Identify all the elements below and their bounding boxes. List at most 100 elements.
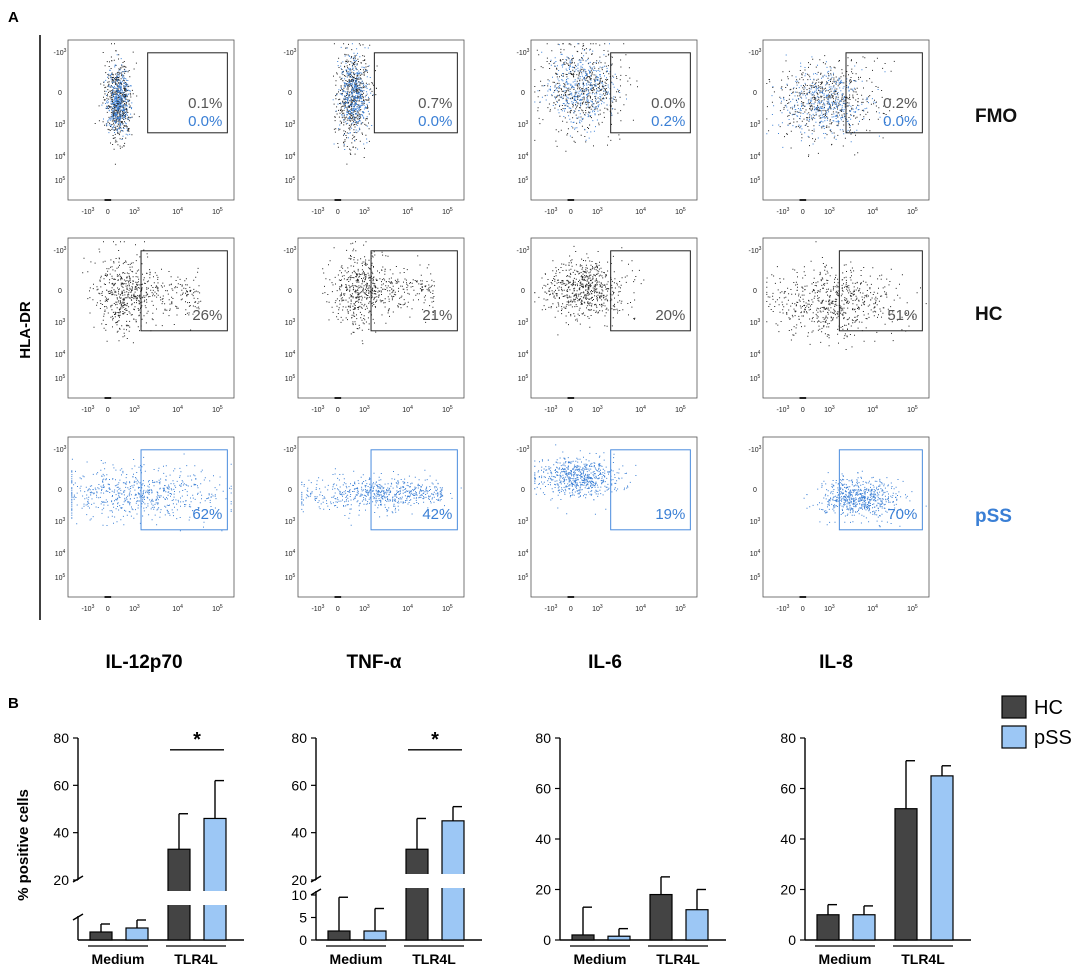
y-tick-label: 103: [55, 120, 66, 129]
y-tick-label: 80: [291, 730, 307, 746]
gate-box: [370, 250, 458, 332]
flow-plot-0-2: -103 0 103 104 105 -103 0 103 104 105 62%: [54, 436, 235, 613]
x-category-label: Medium: [330, 951, 383, 967]
significance-asterisk: *: [193, 729, 201, 751]
gate-box: [373, 52, 458, 134]
gate-percent-hc: 0.2%: [883, 95, 917, 112]
y-tick-label: 0: [753, 487, 757, 494]
x-tick-label: 0: [336, 606, 340, 613]
y-tick-label: 5: [299, 910, 307, 926]
flow-plot-0-0: -103 0 103 104 105 -103 0 103 104 105 0.1%0.0%: [54, 39, 235, 216]
y-tick-label: 103: [518, 318, 529, 327]
gate-percent-hc: 21%: [422, 307, 452, 324]
y-tick-label: 40: [780, 831, 796, 847]
x-category-label: TLR4L: [656, 951, 700, 967]
flow-plot-frame: [530, 39, 698, 201]
gate-box: [845, 52, 923, 134]
y-tick-label: 103: [518, 517, 529, 526]
gate-percent-hc: 20%: [655, 307, 685, 324]
x-tick-label: -103: [311, 207, 324, 216]
bar-hc-medium: [89, 931, 113, 941]
flow-plot-2-2: -103 0 103 104 105 -103 0 103 104 105 19%: [517, 436, 698, 613]
x-tick-label: 105: [675, 207, 686, 216]
x-tick-label: 103: [824, 405, 835, 414]
gate-percent-pss: 62%: [192, 506, 222, 523]
y-tick-label: 105: [518, 573, 529, 582]
bar-hc-tlr4l: [405, 848, 429, 941]
flow-events: [766, 54, 886, 148]
flow-events: [534, 43, 627, 141]
panel-a-label: A: [8, 9, 19, 26]
y-tick-label: 105: [285, 374, 296, 383]
legend-label-pss: pSS: [1034, 727, 1072, 749]
y-tick-label: 103: [55, 517, 66, 526]
gate-percent-hc: 0.1%: [188, 95, 222, 112]
x-tick-label: 104: [402, 207, 413, 216]
column-label-0: IL-12p70: [105, 652, 182, 673]
panel-b-label: B: [8, 695, 19, 712]
flow-plot-frame: [67, 237, 235, 399]
column-label-2: IL-6: [588, 652, 622, 673]
y-tick-label: 104: [518, 152, 529, 161]
flow-plot-frame: [67, 436, 235, 598]
y-tick-label: 105: [518, 374, 529, 383]
x-tick-label: 103: [592, 604, 603, 613]
flow-events: [101, 54, 133, 141]
gate-percent-hc: 26%: [192, 307, 222, 324]
y-tick-label: 103: [55, 318, 66, 327]
y-tick-label: 40: [53, 825, 69, 841]
significance-asterisk: *: [431, 729, 439, 751]
gate-box: [610, 449, 691, 531]
y-tick-label: 10: [291, 887, 307, 903]
x-tick-label: -103: [544, 207, 557, 216]
flow-events: [534, 444, 637, 515]
x-category-label: TLR4L: [412, 951, 456, 967]
bar-pss-medium: [607, 935, 631, 941]
gate-percent-pss: 70%: [887, 506, 917, 523]
gate-box: [838, 449, 923, 531]
y-tick-label: 0: [788, 932, 796, 948]
x-tick-label: 0: [801, 606, 805, 613]
x-tick-label: 104: [402, 604, 413, 613]
gate-percent-pss: 0.0%: [188, 113, 222, 130]
flow-events: [322, 241, 435, 345]
flow-events: [766, 55, 903, 157]
bar-pss-medium: [125, 927, 149, 941]
x-tick-label: -103: [776, 207, 789, 216]
row-label-pss: pSS: [975, 506, 1012, 527]
y-tick-label: 20: [780, 882, 796, 898]
flow-plot-1-2: -103 0 103 104 105 -103 0 103 104 105 42%: [284, 436, 465, 613]
y-tick-label: 0: [58, 90, 62, 97]
flow-plot-frame: [297, 39, 465, 201]
y-tick-label: -103: [54, 246, 67, 255]
flow-events: [301, 468, 462, 526]
x-tick-label: 104: [635, 405, 646, 414]
x-tick-label: 0: [801, 407, 805, 414]
x-tick-label: -103: [544, 405, 557, 414]
y-tick-label: 60: [291, 777, 307, 793]
y-tick-label: 105: [750, 374, 761, 383]
y-tick-label: -103: [749, 445, 762, 454]
x-tick-label: 104: [635, 207, 646, 216]
bar-pss-tlr4l: [930, 775, 954, 941]
flow-events: [534, 43, 638, 152]
y-tick-label: 0: [521, 487, 525, 494]
x-tick-label: 104: [172, 604, 183, 613]
x-tick-label: -103: [311, 405, 324, 414]
y-tick-label: 20: [291, 872, 307, 888]
flow-plot-frame: [762, 436, 930, 598]
flow-plot-frame: [297, 237, 465, 399]
y-tick-label: 104: [55, 350, 66, 359]
y-tick-label: 105: [55, 374, 66, 383]
x-tick-label: 0: [569, 209, 573, 216]
row-label-fmo: FMO: [975, 106, 1017, 127]
bar-break-gap: [167, 891, 227, 905]
flow-events: [766, 241, 927, 350]
gate-percent-pss: 0.2%: [651, 113, 685, 130]
x-tick-label: 104: [402, 405, 413, 414]
x-tick-label: 104: [867, 604, 878, 613]
bar-chart-3: 0 20 40 60 80 Medium TLR4L: [780, 730, 971, 967]
flow-plot-0-1: -103 0 103 104 105 -103 0 103 104 105 26%: [54, 237, 235, 414]
